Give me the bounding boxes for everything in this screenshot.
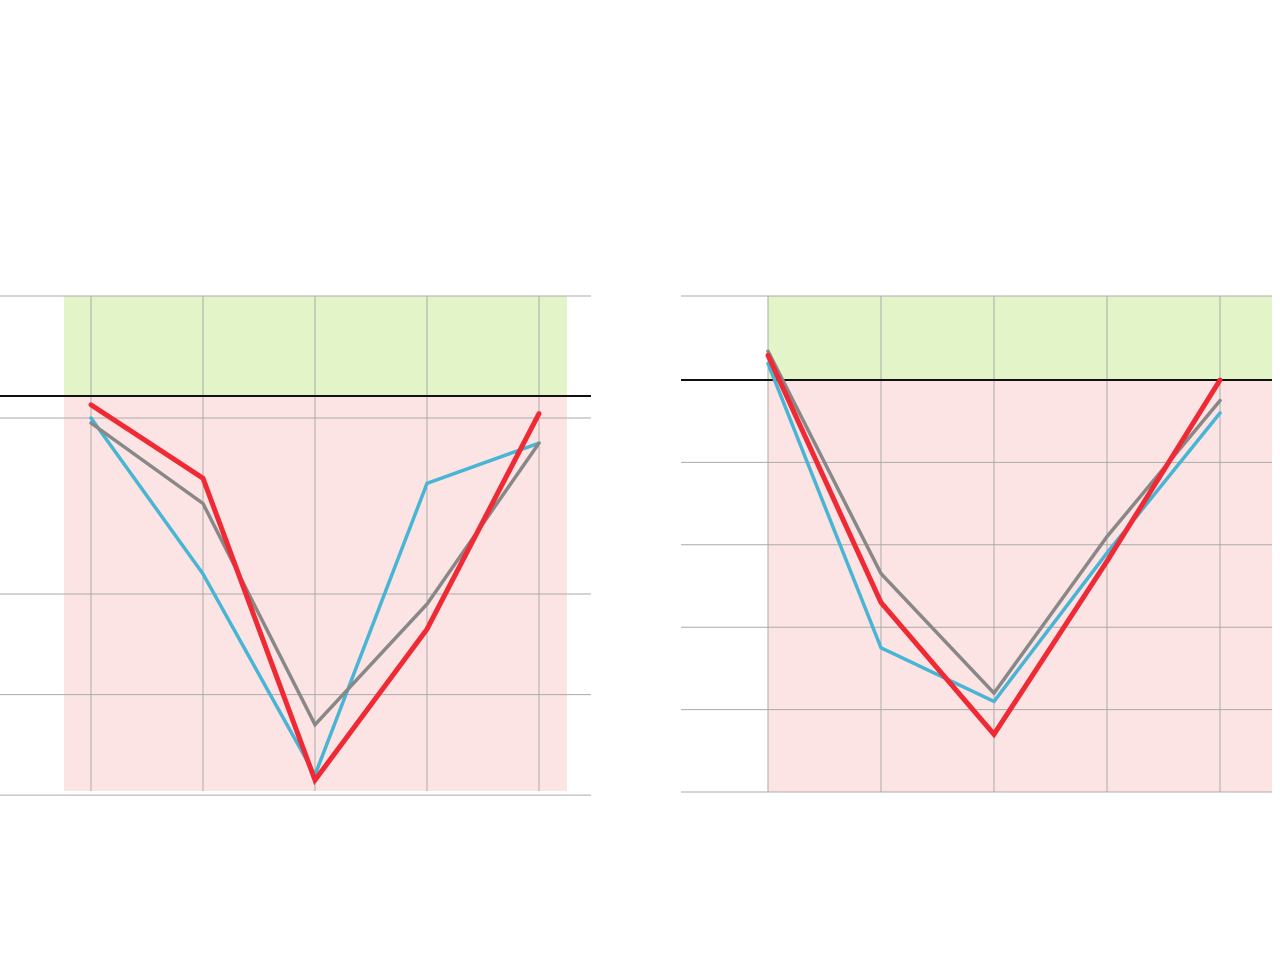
series-line-2 bbox=[766, 349, 1222, 696]
series-line-2 bbox=[89, 421, 541, 728]
below-baseline-zone bbox=[768, 380, 1272, 792]
chart-1 bbox=[0, 295, 591, 796]
chart-2 bbox=[681, 295, 1272, 793]
above-baseline-zone bbox=[768, 296, 1272, 380]
series-line-3 bbox=[88, 402, 542, 786]
series-line-3 bbox=[765, 352, 1223, 739]
series-line-1 bbox=[766, 361, 1222, 704]
